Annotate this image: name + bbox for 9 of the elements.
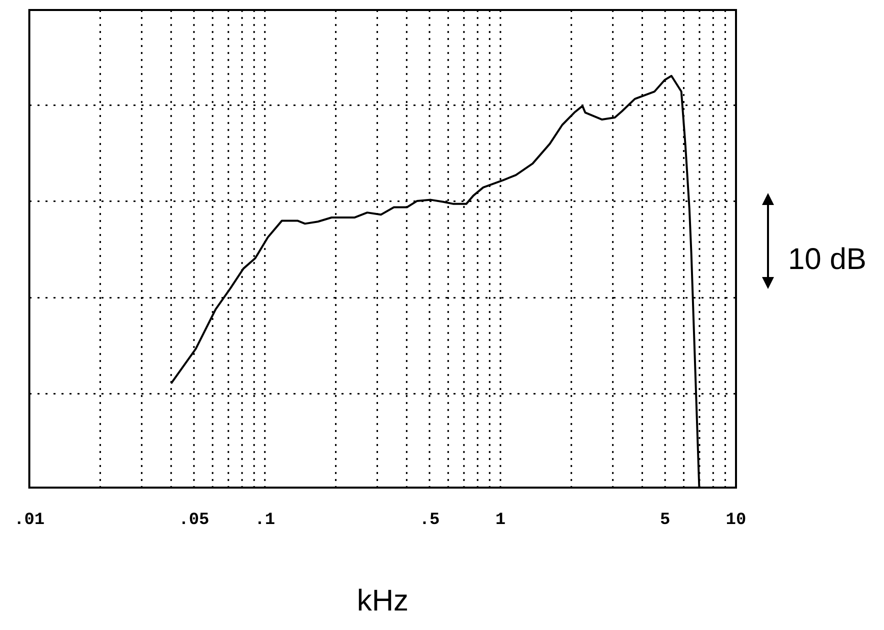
x-tick-label: 5 (660, 511, 670, 530)
x-tick-label: 10 (726, 511, 746, 530)
x-tick-label: .5 (419, 511, 440, 530)
x-tick-label: .01 (14, 511, 45, 530)
x-axis-title: kHz (356, 584, 408, 618)
x-tick-label: .05 (178, 511, 210, 530)
text: 10 dB (788, 243, 866, 276)
x-tick-label: .1 (254, 511, 276, 530)
x-tick-label: 1 (495, 511, 506, 530)
